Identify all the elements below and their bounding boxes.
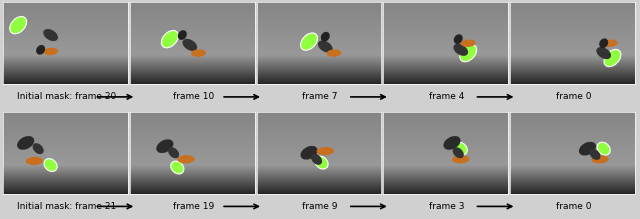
Ellipse shape — [156, 139, 173, 153]
Ellipse shape — [599, 38, 608, 48]
Ellipse shape — [454, 142, 467, 155]
Ellipse shape — [300, 146, 317, 160]
Ellipse shape — [191, 49, 206, 57]
Ellipse shape — [589, 149, 600, 160]
Ellipse shape — [161, 30, 179, 48]
Ellipse shape — [318, 41, 333, 53]
Text: frame 10: frame 10 — [173, 92, 214, 101]
Ellipse shape — [317, 147, 334, 155]
Ellipse shape — [454, 34, 463, 44]
Ellipse shape — [33, 143, 44, 154]
Text: Initial mask: frame 21: Initial mask: frame 21 — [17, 202, 116, 211]
Ellipse shape — [301, 33, 317, 50]
Ellipse shape — [168, 147, 179, 158]
Ellipse shape — [596, 47, 611, 59]
Ellipse shape — [36, 45, 45, 55]
Ellipse shape — [44, 159, 57, 171]
Ellipse shape — [10, 16, 27, 34]
Ellipse shape — [579, 142, 596, 155]
Text: frame 4: frame 4 — [429, 92, 465, 101]
Text: frame 0: frame 0 — [556, 202, 591, 211]
Text: frame 19: frame 19 — [173, 202, 214, 211]
Ellipse shape — [26, 157, 43, 165]
Text: frame 7: frame 7 — [302, 92, 338, 101]
Ellipse shape — [591, 155, 609, 163]
Text: Initial mask: frame 20: Initial mask: frame 20 — [17, 92, 116, 101]
Ellipse shape — [453, 44, 468, 56]
Ellipse shape — [460, 44, 477, 62]
Ellipse shape — [311, 154, 322, 165]
Text: frame 0: frame 0 — [556, 92, 591, 101]
Ellipse shape — [602, 39, 618, 47]
Text: frame 3: frame 3 — [429, 202, 465, 211]
Ellipse shape — [461, 39, 476, 47]
Ellipse shape — [597, 142, 610, 155]
Ellipse shape — [17, 136, 35, 150]
Ellipse shape — [444, 136, 461, 150]
Ellipse shape — [452, 147, 464, 158]
Ellipse shape — [604, 49, 621, 67]
Ellipse shape — [326, 49, 342, 57]
Ellipse shape — [321, 32, 330, 42]
Ellipse shape — [177, 155, 195, 163]
Ellipse shape — [43, 48, 58, 55]
Ellipse shape — [178, 30, 187, 40]
Ellipse shape — [182, 39, 197, 51]
Ellipse shape — [452, 155, 470, 163]
Ellipse shape — [171, 161, 184, 174]
Ellipse shape — [44, 29, 58, 41]
Ellipse shape — [315, 156, 328, 169]
Text: frame 9: frame 9 — [302, 202, 338, 211]
